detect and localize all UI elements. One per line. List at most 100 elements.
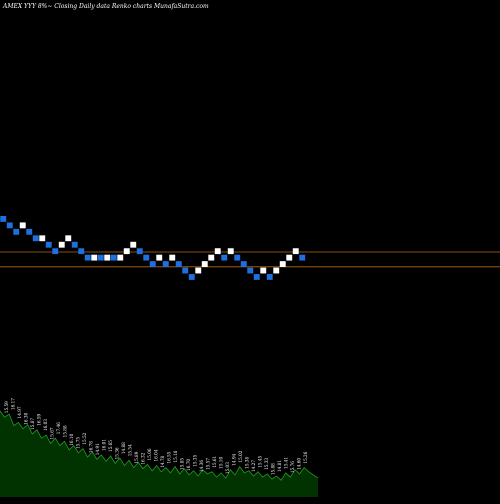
volume-fill bbox=[0, 410, 318, 497]
down-brick-14 bbox=[84, 254, 91, 261]
down-brick-2 bbox=[6, 222, 13, 229]
down-brick-8 bbox=[45, 241, 52, 248]
volume-label-32: 15.57 bbox=[206, 458, 211, 470]
volume-label-25: 14.78 bbox=[160, 455, 165, 467]
volume-label-11: 16.10 bbox=[69, 433, 74, 445]
volume-label-15: 14.91 bbox=[95, 443, 100, 455]
volume-line bbox=[0, 410, 319, 481]
up-brick-43 bbox=[273, 267, 280, 274]
volume-label-37: 15.02 bbox=[238, 450, 243, 462]
up-brick-10 bbox=[58, 241, 65, 248]
volume-label-20: 15.54 bbox=[128, 444, 133, 456]
volume-label-27: 15.18 bbox=[173, 450, 178, 462]
up-brick-27 bbox=[169, 254, 176, 261]
volume-area bbox=[0, 410, 319, 497]
volume-label-31: 14.36 bbox=[199, 460, 204, 472]
volume-label-9: 17.46 bbox=[56, 422, 61, 434]
volume-label-2: 16.17 bbox=[11, 398, 16, 410]
volume-label-30: 15.35 bbox=[193, 454, 198, 466]
volume-label-6: 16.59 bbox=[37, 413, 42, 425]
volume-label-17: 15.65 bbox=[108, 440, 113, 452]
volume-label-5: 15.87 bbox=[30, 418, 35, 430]
down-brick-23 bbox=[143, 254, 150, 261]
down-brick-29 bbox=[182, 267, 189, 274]
volume-label-12: 15.75 bbox=[76, 437, 81, 449]
volume-label-29: 16.70 bbox=[186, 459, 191, 471]
up-brick-41 bbox=[260, 267, 267, 274]
up-brick-31 bbox=[195, 267, 202, 274]
volume-label-21: 15.89 bbox=[134, 451, 139, 463]
volume-label-41: 15.33 bbox=[264, 458, 269, 470]
volume-label-16: 16.01 bbox=[102, 439, 107, 451]
up-brick-15 bbox=[91, 254, 98, 261]
up-brick-45 bbox=[286, 254, 293, 261]
down-brick-40 bbox=[253, 274, 260, 280]
volume-label-22: 16.32 bbox=[141, 452, 146, 464]
up-brick-34 bbox=[214, 248, 221, 255]
volume-label-4: 16.30 bbox=[24, 412, 29, 424]
down-brick-42 bbox=[266, 274, 273, 280]
volume-label-19: 14.88 bbox=[121, 442, 126, 454]
down-brick-5 bbox=[26, 228, 33, 235]
volume-label-14: 16.78 bbox=[89, 441, 94, 453]
volume-label-44: 15.41 bbox=[284, 457, 289, 469]
down-brick-37 bbox=[234, 254, 241, 261]
volume-label-47: 15.26 bbox=[303, 451, 308, 463]
volume-label-33: 15.61 bbox=[212, 455, 217, 467]
down-brick-13 bbox=[78, 248, 85, 255]
up-brick-25 bbox=[156, 254, 163, 261]
up-brick-19 bbox=[117, 254, 124, 261]
volume-label-45: 15.76 bbox=[290, 461, 295, 473]
down-brick-35 bbox=[221, 254, 228, 261]
up-brick-46 bbox=[292, 248, 299, 255]
down-brick-3 bbox=[13, 228, 20, 235]
up-brick-44 bbox=[279, 261, 286, 267]
volume-label-8: 15.67 bbox=[50, 427, 55, 439]
down-brick-26 bbox=[162, 261, 169, 267]
up-brick-17 bbox=[104, 254, 111, 261]
down-brick-28 bbox=[175, 261, 182, 267]
volume-label-39: 14.27 bbox=[251, 460, 256, 472]
volume-label-42: 15.88 bbox=[271, 463, 276, 475]
up-brick-21 bbox=[130, 241, 137, 248]
renko-bricks bbox=[0, 216, 306, 280]
volume-label-7: 16.03 bbox=[43, 419, 48, 431]
up-brick-36 bbox=[227, 248, 234, 255]
volume-label-13: 15.52 bbox=[82, 432, 87, 444]
down-brick-30 bbox=[188, 274, 195, 280]
volume-label-26: 16.55 bbox=[167, 451, 172, 463]
chart-title: AMEX YYY 8%~ Closing Daily data Renko ch… bbox=[2, 3, 209, 10]
down-brick-18 bbox=[110, 254, 117, 261]
volume-label-35: 15.03 bbox=[225, 462, 230, 474]
volume-label-1: 15.59 bbox=[4, 401, 9, 413]
up-brick-32 bbox=[201, 261, 208, 267]
down-brick-38 bbox=[240, 261, 247, 267]
volume-label-24: 16.04 bbox=[154, 449, 159, 461]
up-brick-33 bbox=[208, 254, 215, 261]
volume-label-18: 15.36 bbox=[115, 447, 120, 459]
down-brick-12 bbox=[71, 241, 78, 248]
up-brick-20 bbox=[123, 248, 130, 255]
volume-label-28: 15.85 bbox=[180, 458, 185, 470]
volume-label-10: 15.88 bbox=[63, 425, 68, 437]
volume-label-34: 15.10 bbox=[219, 457, 224, 469]
down-brick-16 bbox=[97, 254, 104, 261]
volume-label-40: 15.45 bbox=[258, 455, 263, 467]
up-brick-4 bbox=[19, 222, 26, 229]
up-brick-11 bbox=[65, 235, 72, 242]
volume-label-43: 14.81 bbox=[277, 460, 282, 472]
volume-label-38: 15.38 bbox=[245, 457, 250, 469]
volume-label-23: 15.06 bbox=[147, 448, 152, 460]
volume-label-46: 14.60 bbox=[297, 458, 302, 470]
down-brick-47 bbox=[299, 254, 306, 261]
volume-label-3: 14.97 bbox=[17, 406, 22, 418]
down-brick-39 bbox=[247, 267, 254, 274]
down-brick-22 bbox=[136, 248, 143, 255]
down-brick-9 bbox=[52, 248, 59, 255]
up-brick-7 bbox=[39, 235, 46, 242]
down-brick-24 bbox=[149, 261, 156, 267]
